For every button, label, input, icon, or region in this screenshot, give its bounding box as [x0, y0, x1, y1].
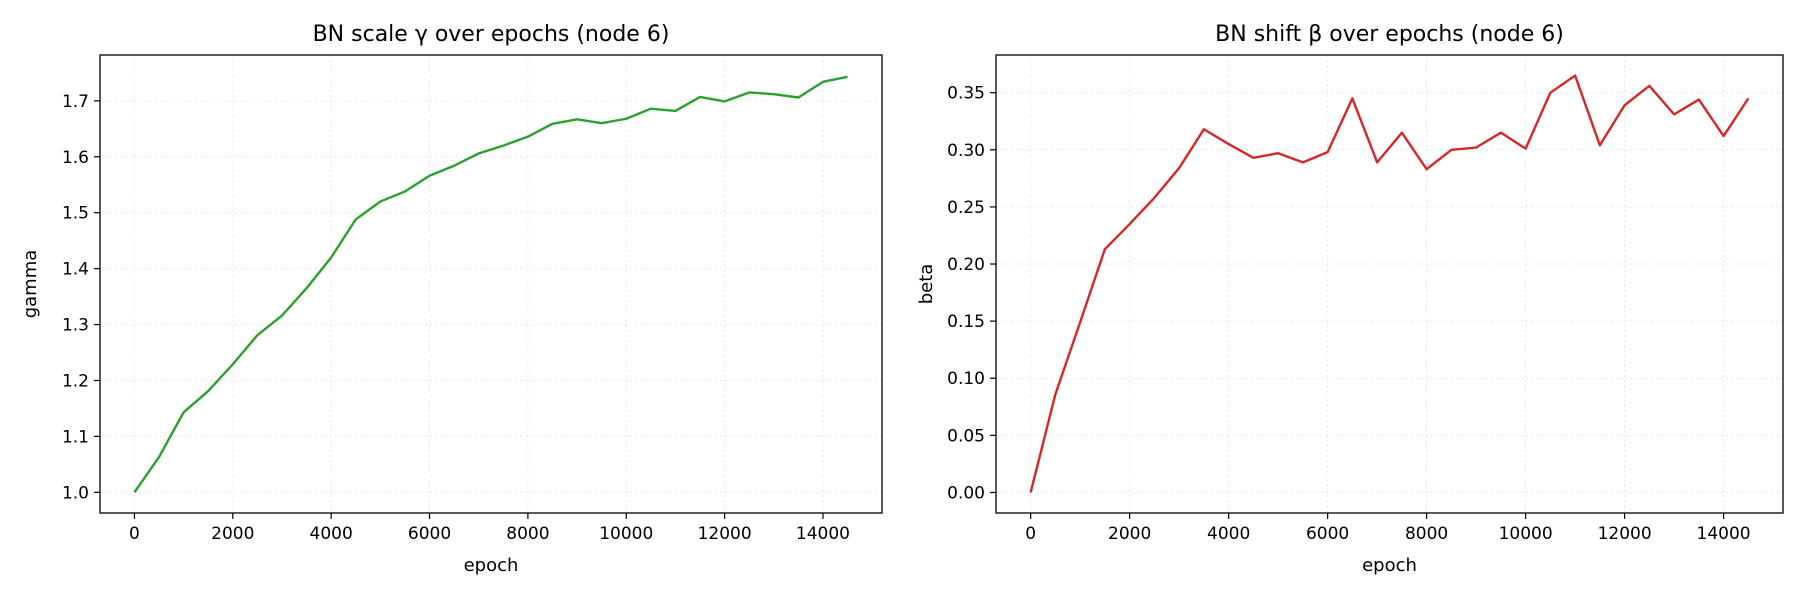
- y-tick-label: 1.3: [62, 316, 89, 336]
- x-tick-label: 2000: [211, 524, 254, 544]
- x-tick-label: 0: [129, 524, 140, 544]
- beta-chart: 0 2000 4000 6000 8000 10000 12000 14000 0.00 0.05…: [916, 22, 1784, 576]
- x-tick-label: 10000: [1499, 524, 1553, 544]
- x-tick-label: 12000: [1598, 524, 1652, 544]
- chart-title: BN scale γ over epochs (node 6): [313, 22, 670, 47]
- x-tick-label: 4000: [310, 524, 353, 544]
- y-tick-label: 1.7: [62, 92, 89, 112]
- x-tick-label: 14000: [1697, 524, 1751, 544]
- x-tick-label: 6000: [408, 524, 451, 544]
- y-tick-label: 1.6: [62, 148, 89, 168]
- x-tick-label: 6000: [1306, 524, 1349, 544]
- y-tick-label: 0.00: [947, 483, 985, 503]
- x-tick-label: 10000: [599, 524, 653, 544]
- x-tick-label: 14000: [796, 524, 850, 544]
- y-axis-label: gamma: [20, 250, 41, 319]
- x-tick-label: 8000: [506, 524, 549, 544]
- y-tick-label: 1.2: [62, 371, 89, 391]
- series-line-0: [1029, 74, 1750, 493]
- y-tick-label: 1.4: [62, 260, 89, 280]
- x-axis-label: epoch: [1362, 555, 1417, 576]
- plot-frame: [99, 54, 883, 514]
- chart-title: BN shift β over epochs (node 6): [1215, 22, 1564, 47]
- y-tick-label: 0.30: [947, 141, 985, 161]
- y-tick-label: 1.0: [62, 483, 89, 503]
- x-tick-label: 12000: [698, 524, 752, 544]
- plot-frame: [995, 54, 1784, 514]
- y-tick-label: 1.5: [62, 204, 89, 224]
- y-tick-label: 0.35: [947, 84, 985, 104]
- y-tick-label: 0.10: [947, 369, 985, 389]
- x-axis-label: epoch: [464, 555, 519, 576]
- x-tick-label: 2000: [1108, 524, 1151, 544]
- gamma-chart: 0 2000 4000 6000 8000 10000 12000 14000 1.0 1.1 1.…: [20, 22, 883, 576]
- y-tick-label: 0.05: [947, 426, 985, 446]
- y-tick-label: 0.20: [947, 255, 985, 275]
- y-axis-label: beta: [916, 264, 937, 305]
- x-tick-label: 8000: [1405, 524, 1448, 544]
- x-tick-label: 0: [1025, 524, 1036, 544]
- y-tick-label: 0.15: [947, 312, 985, 332]
- x-tick-label: 4000: [1207, 524, 1250, 544]
- y-tick-label: 0.25: [947, 198, 985, 218]
- y-tick-label: 1.1: [62, 427, 89, 447]
- series-line-0: [133, 75, 848, 493]
